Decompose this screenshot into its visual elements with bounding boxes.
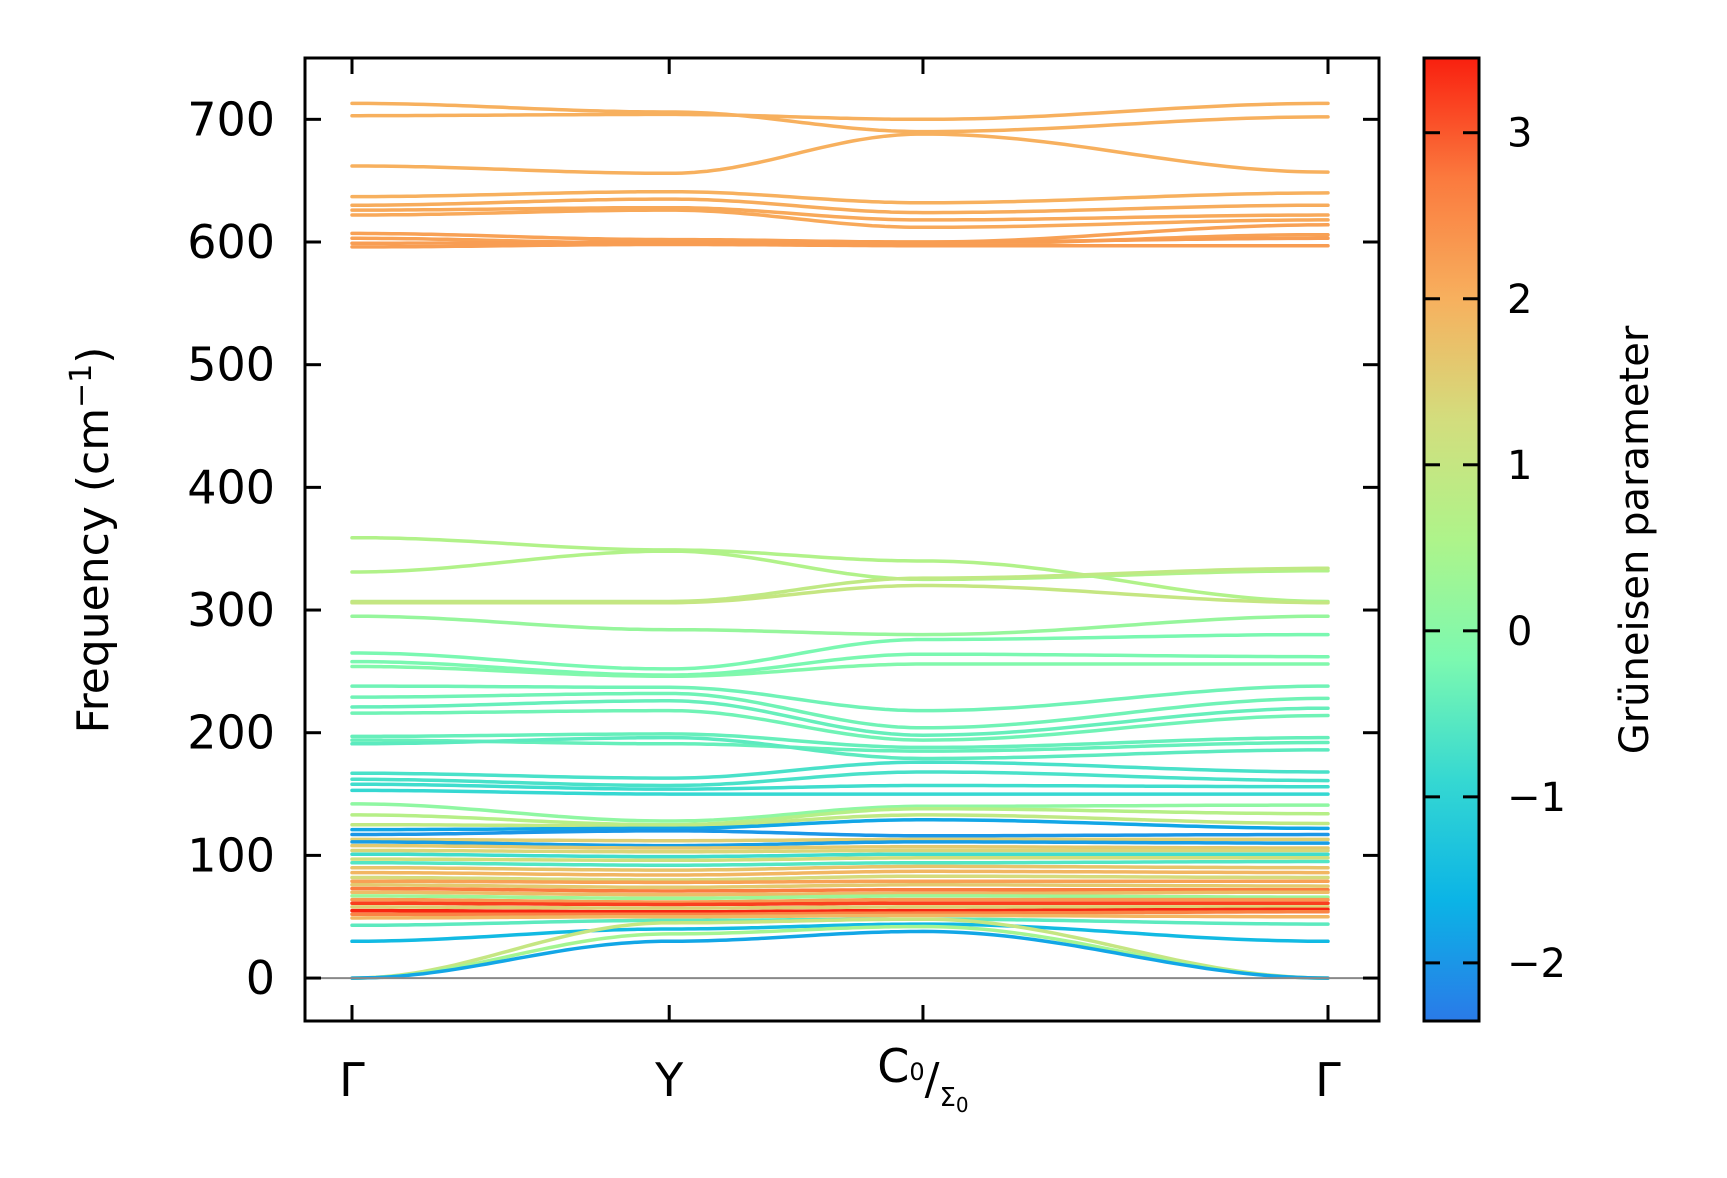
- band-line: [350, 913, 1330, 920]
- band-line: [350, 549, 1330, 582]
- colorbar-tick-label: −2: [1507, 941, 1566, 987]
- band-line: [350, 843, 1330, 850]
- band-line: [350, 907, 1330, 914]
- band-line: [350, 890, 1330, 897]
- band-line: [350, 859, 1330, 867]
- band-line: [350, 735, 1330, 761]
- y-axis-label: Frequency (cm−1): [64, 347, 120, 734]
- band-line: [350, 632, 1330, 671]
- band-line: [350, 829, 1330, 838]
- band-line: [350, 886, 1330, 893]
- y-axis-label-text: Frequency (cm: [68, 408, 119, 734]
- x-tick-label: Γ: [1315, 1053, 1341, 1107]
- band-line: [350, 652, 1330, 677]
- band-line: [350, 837, 1330, 843]
- band-line: [350, 874, 1330, 882]
- band-line: [350, 708, 1330, 742]
- colorbar: [1422, 56, 1481, 1023]
- colorbar-tick-label: 3: [1507, 111, 1532, 157]
- band-line: [350, 662, 1330, 679]
- band-line: [350, 897, 1330, 904]
- phonon-bands: [350, 101, 1330, 980]
- band-line: [350, 208, 1330, 230]
- y-tick-label: 200: [187, 706, 275, 760]
- colorbar-ticks: −2 −1 0 1 2 3: [1424, 111, 1566, 987]
- y-tick-label: 100: [187, 828, 275, 882]
- band-line: [350, 864, 1330, 872]
- band-line: [350, 770, 1330, 788]
- band-line: [350, 101, 1330, 122]
- x-tick-label: C0/Σ0: [877, 1039, 968, 1117]
- y-axis-label-unit-exponent: −1: [64, 364, 99, 408]
- y-tick-label: 700: [187, 92, 275, 146]
- band-line: [350, 924, 1330, 980]
- colorbar-label: Grüneisen parameter: [1612, 325, 1658, 754]
- band-line: [350, 236, 1330, 245]
- band-line: [350, 840, 1330, 848]
- band-line: [350, 583, 1330, 605]
- band-line: [350, 132, 1330, 176]
- band-line: [350, 760, 1330, 780]
- band-line: [350, 614, 1330, 637]
- band-line: [350, 732, 1330, 750]
- band-line: [350, 883, 1330, 890]
- plot-frame: [303, 56, 1381, 1023]
- band-line: [350, 848, 1330, 854]
- y-tick-label: 600: [187, 215, 275, 269]
- y-tick-label: 500: [187, 338, 275, 392]
- band-line: [350, 535, 1330, 604]
- x-tick-label: Y: [654, 1053, 684, 1107]
- band-line: [350, 684, 1330, 713]
- band-line: [350, 856, 1330, 863]
- y-tick-label: 400: [187, 460, 275, 514]
- band-line: [350, 782, 1330, 791]
- band-line: [350, 852, 1330, 859]
- band-line: [350, 879, 1330, 885]
- band-line: [350, 905, 1330, 910]
- x-tick-label: Γ: [339, 1053, 365, 1107]
- band-line: [350, 197, 1330, 215]
- band-line: [350, 910, 1330, 917]
- band-line: [350, 691, 1330, 730]
- band-line: [350, 929, 1330, 980]
- band-line: [350, 242, 1330, 249]
- colorbar-tick-label: 0: [1507, 609, 1532, 655]
- y-axis-label-close: ): [68, 347, 119, 364]
- band-line: [350, 813, 1330, 828]
- band-line: [350, 901, 1330, 907]
- band-line: [350, 101, 1330, 134]
- band-line: [350, 922, 1330, 944]
- band-line: [350, 818, 1330, 832]
- colorbar-tick-label: −1: [1507, 775, 1566, 821]
- band-line: [350, 807, 1330, 827]
- band-line: [350, 205, 1330, 222]
- y-tick-label: 300: [187, 583, 275, 637]
- x-axis-ticks: Γ Y C0/Σ0 Γ: [339, 58, 1341, 1117]
- band-line: [350, 917, 1330, 980]
- colorbar-tick-label: 1: [1507, 443, 1532, 489]
- y-axis-ticks: 0 100 200 300 400 500 600 700: [187, 92, 1379, 1005]
- y-tick-label: 0: [246, 951, 275, 1005]
- band-line: [350, 894, 1330, 901]
- band-line: [350, 802, 1330, 823]
- band-line: [350, 788, 1330, 796]
- band-line: [350, 189, 1330, 205]
- band-line: [350, 699, 1330, 737]
- band-line: [350, 869, 1330, 877]
- colorbar-tick-label: 2: [1507, 277, 1532, 323]
